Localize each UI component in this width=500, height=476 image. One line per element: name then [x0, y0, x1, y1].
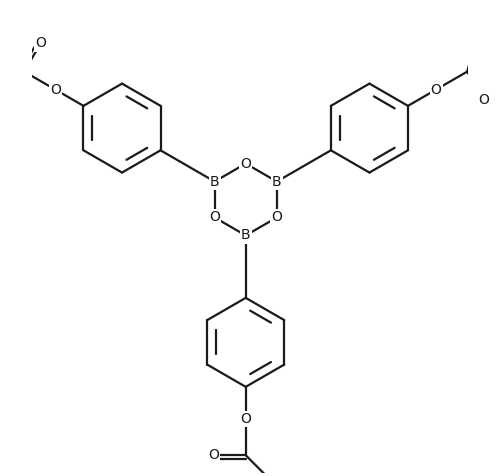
Text: O: O: [209, 210, 220, 225]
Text: O: O: [208, 448, 218, 462]
Text: O: O: [272, 210, 282, 225]
Text: O: O: [240, 157, 251, 170]
Text: B: B: [272, 175, 281, 188]
Text: O: O: [430, 83, 442, 97]
Text: O: O: [240, 412, 251, 426]
Text: O: O: [50, 83, 61, 97]
Text: O: O: [478, 93, 489, 107]
Text: B: B: [241, 228, 250, 242]
Text: O: O: [35, 37, 46, 50]
Text: B: B: [210, 175, 220, 188]
